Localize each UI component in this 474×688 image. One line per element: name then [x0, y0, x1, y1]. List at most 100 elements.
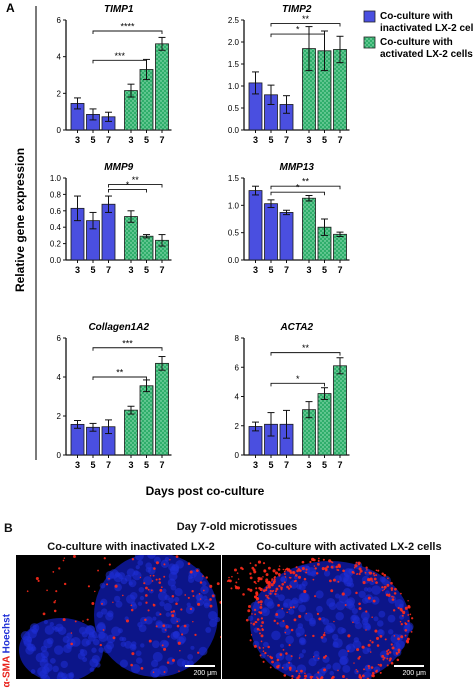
sma-signal [393, 609, 395, 611]
sma-signal [52, 571, 54, 573]
nucleus [54, 645, 63, 654]
sma-signal [288, 587, 290, 589]
sma-signal [281, 583, 284, 586]
sma-signal [87, 619, 89, 621]
sma-signal [266, 587, 268, 589]
sma-signal [43, 612, 46, 615]
sma-signal [299, 673, 300, 674]
sma-signal [181, 633, 183, 635]
nucleus [304, 612, 313, 621]
sma-signal [188, 597, 190, 599]
x-tick-label: 7 [337, 460, 342, 470]
significance-label: ** [116, 368, 124, 378]
y-tick-label: 2.5 [228, 16, 240, 25]
sma-signal [360, 677, 362, 679]
sma-signal [141, 667, 144, 670]
sma-signal [302, 561, 305, 564]
sma-signal [100, 644, 102, 646]
sma-signal [411, 617, 413, 619]
nucleus [45, 625, 55, 635]
scale-bar-left [185, 665, 215, 667]
sma-signal [274, 576, 276, 578]
y-tick-label: 1.0 [228, 201, 240, 210]
x-tick-label: 5 [268, 460, 273, 470]
legend-label-inactivated-2: inactivated LX-2 cells [380, 23, 474, 34]
sma-signal [338, 565, 341, 568]
y-tick-label: 0.0 [50, 256, 62, 265]
nucleus [91, 648, 96, 653]
sma-signal [248, 605, 251, 608]
nucleus [136, 657, 143, 664]
bar [125, 410, 138, 455]
sma-signal [250, 639, 252, 641]
bar [303, 198, 316, 260]
nucleus [151, 660, 158, 667]
sma-signal [405, 629, 408, 632]
sma-signal [144, 619, 146, 621]
chart-title: TIMP1 [104, 4, 134, 15]
sma-signal [387, 584, 390, 587]
sma-signal [294, 619, 297, 622]
nucleus [209, 619, 217, 627]
nucleus [279, 621, 285, 627]
sma-signal [323, 656, 326, 659]
sma-signal [268, 567, 271, 570]
sma-signal [242, 568, 244, 570]
sma-signal [337, 670, 339, 672]
sma-signal [298, 576, 301, 579]
sma-signal [335, 566, 338, 569]
sma-signal [285, 625, 288, 628]
stain-legend: α-SMA Hoechst [0, 555, 16, 680]
x-tick-label: 5 [322, 135, 327, 145]
sma-signal [206, 576, 208, 578]
nucleus [280, 576, 287, 583]
nucleus [31, 669, 36, 674]
nucleus [130, 592, 137, 599]
sma-signal [285, 652, 288, 655]
sma-signal [190, 608, 192, 610]
x-tick-label: 7 [337, 265, 342, 275]
x-tick-label: 3 [128, 460, 133, 470]
sma-signal [316, 572, 318, 574]
sma-signal [260, 625, 262, 627]
sma-signal [337, 569, 339, 571]
sma-signal [263, 661, 265, 663]
bar [125, 217, 138, 260]
nucleus [61, 661, 68, 668]
sma-signal [106, 583, 108, 585]
sma-signal [290, 572, 292, 574]
sma-signal [263, 589, 266, 592]
significance-label: *** [114, 51, 125, 61]
y-tick-label: 2.0 [228, 38, 240, 47]
sma-signal [266, 596, 268, 598]
sma-signal [304, 578, 307, 581]
sma-signal [153, 671, 155, 673]
sma-signal [333, 621, 334, 622]
sma-signal [158, 581, 161, 584]
nucleus [44, 620, 48, 624]
scale-bar-left-label: 200 μm [194, 670, 218, 677]
sma-signal [36, 577, 39, 580]
bar [140, 236, 153, 260]
sma-signal [165, 629, 167, 631]
sma-signal [272, 569, 275, 572]
nucleus [139, 624, 147, 632]
y-tick-label: 6 [57, 16, 62, 25]
sma-signal [171, 611, 173, 613]
sma-signal [359, 567, 362, 570]
sma-signal [109, 563, 111, 565]
nucleus [71, 637, 81, 647]
sma-signal [265, 595, 267, 597]
sma-signal [231, 576, 233, 578]
sma-signal [392, 599, 394, 601]
nucleus [188, 575, 193, 580]
nucleus [299, 637, 305, 643]
sma-signal [312, 676, 314, 678]
sma-signal [400, 593, 402, 595]
nucleus [362, 597, 368, 603]
sma-signal [313, 656, 314, 657]
sma-signal [255, 621, 257, 623]
sma-signal [398, 651, 400, 653]
sma-signal [253, 623, 256, 626]
